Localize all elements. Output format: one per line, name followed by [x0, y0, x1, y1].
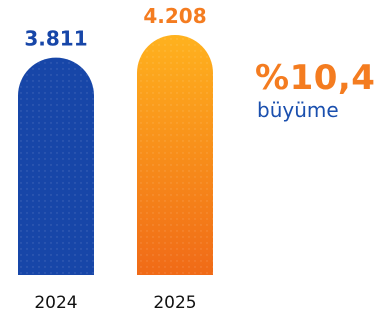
value-label-2024: 3.811 [24, 27, 87, 51]
category-label-2024: 2024 [34, 293, 77, 313]
category-label-2025: 2025 [153, 293, 196, 313]
growth-value: %10,4 [255, 58, 376, 98]
bar-texture-2025 [137, 35, 213, 275]
growth-label: büyüme [257, 98, 339, 122]
growth-callout: %10,4 büyüme [255, 58, 383, 122]
value-label-2025: 4.208 [143, 4, 206, 28]
bar-texture-2024 [18, 57, 94, 276]
